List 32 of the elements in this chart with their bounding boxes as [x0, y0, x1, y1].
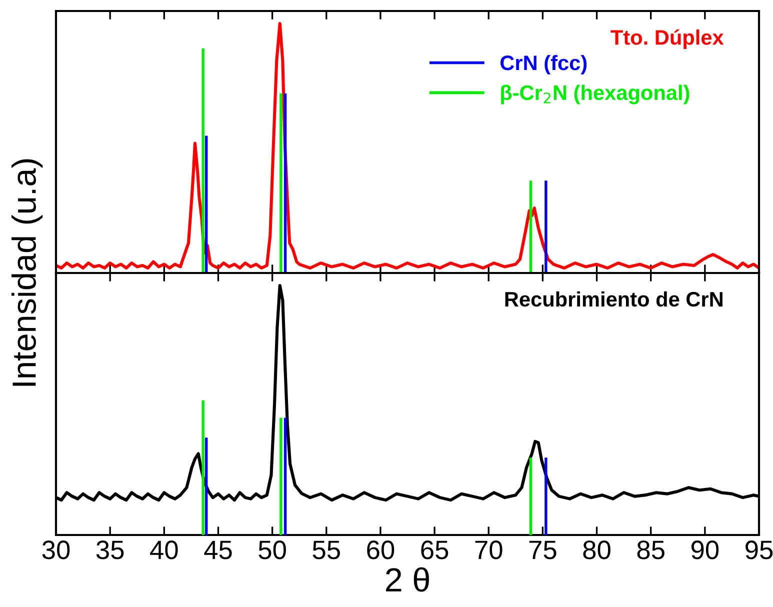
x-tick-label: 85: [637, 540, 664, 560]
x-tick-label: 50: [258, 540, 286, 560]
x-tick-label: 35: [96, 540, 124, 560]
x-tick-label: 75: [529, 540, 556, 560]
x-tick-label: 60: [367, 540, 394, 560]
bar: [202, 48, 204, 273]
annotation: Recubrimiento de CrN: [505, 291, 722, 307]
bar: [284, 93, 287, 273]
bar: [280, 418, 282, 535]
x-axis-title: 2 θ: [386, 567, 429, 592]
legend-label: β-Cr$_{2}$N (hexagonal): [501, 84, 690, 104]
annotation: Tto. Dúplex: [610, 29, 724, 49]
legend-label: CrN (fcc): [500, 54, 587, 74]
bar: [544, 458, 548, 535]
bar: [529, 458, 532, 535]
x-tick-label: 70: [475, 540, 502, 560]
x-tick-label: 30: [42, 540, 70, 560]
y-axis-title: Intensidad (u.a): [12, 159, 43, 386]
x-tick-label: 95: [746, 540, 773, 560]
bar: [529, 180, 532, 273]
x-tick-label: 40: [150, 540, 178, 560]
x-tick-label: 65: [421, 540, 448, 560]
bar: [202, 400, 204, 535]
bar: [204, 438, 208, 535]
x-tick-label: 45: [204, 540, 232, 560]
bar: [280, 93, 282, 273]
x-tick-label: 80: [583, 540, 610, 560]
bar: [544, 180, 548, 273]
bar: [284, 418, 287, 535]
bar: [204, 136, 208, 273]
x-tick-label: 90: [691, 540, 719, 560]
x-tick-label: 55: [312, 540, 340, 560]
